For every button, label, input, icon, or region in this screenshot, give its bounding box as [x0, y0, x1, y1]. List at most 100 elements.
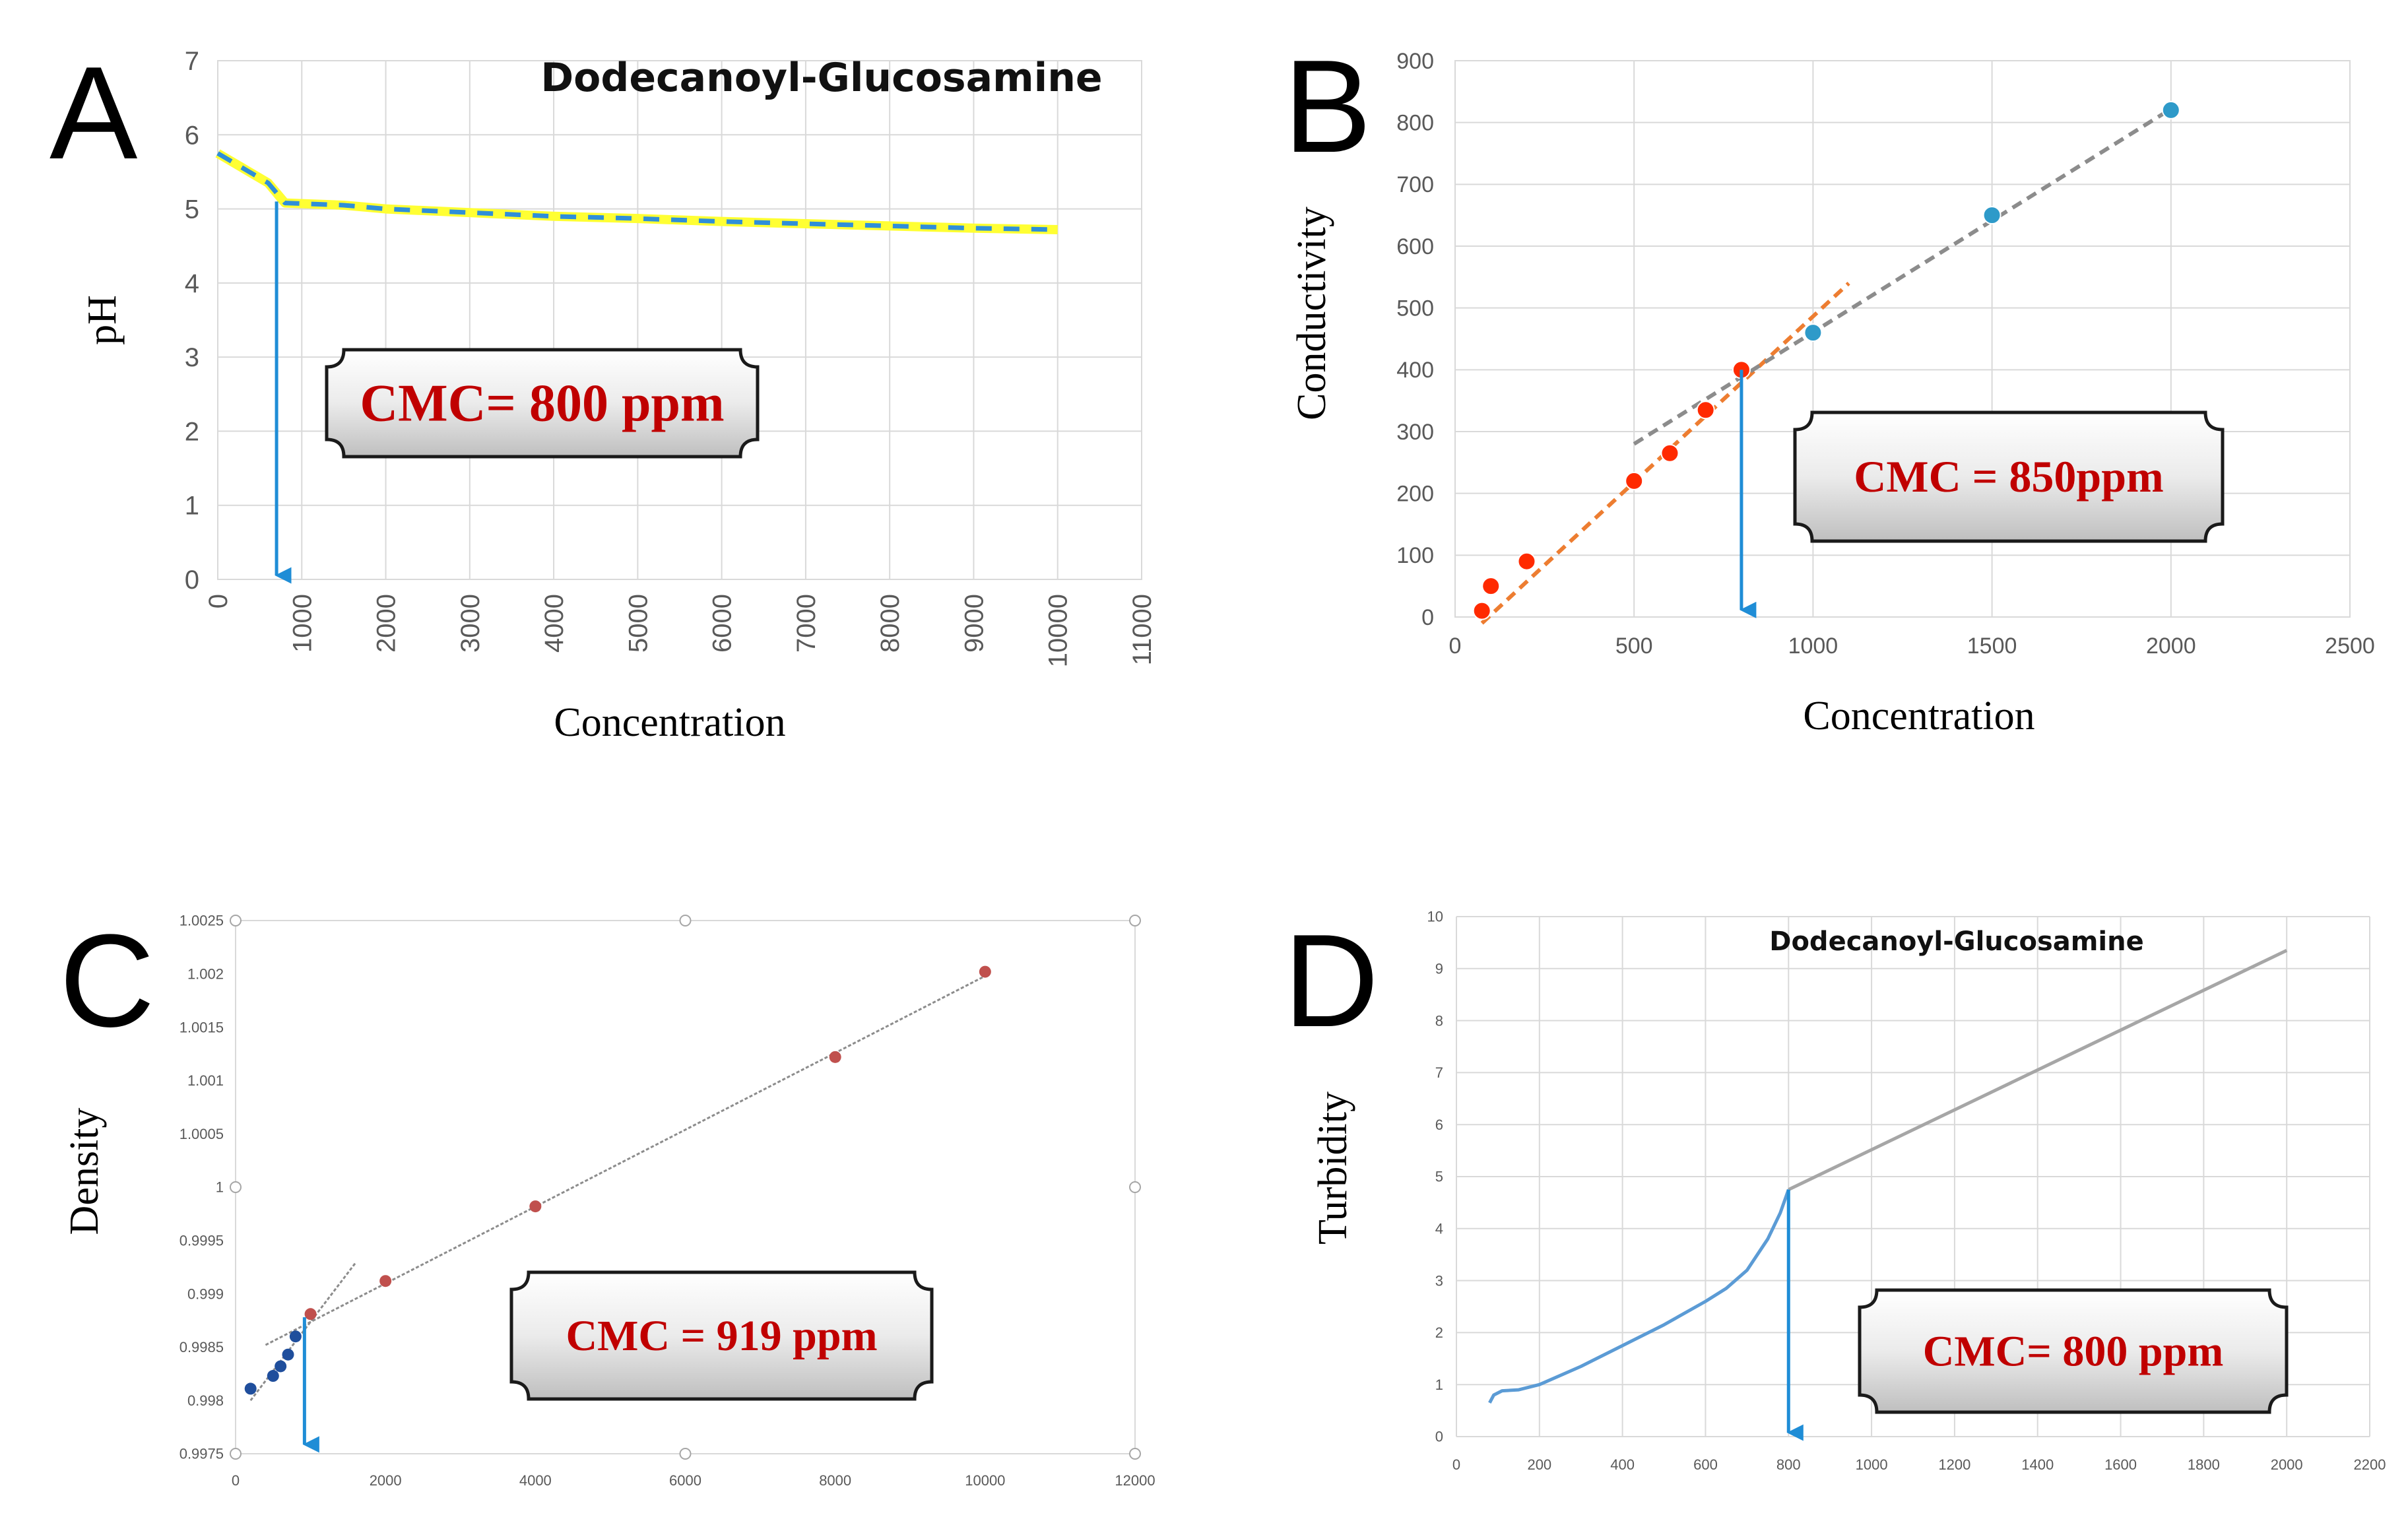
y-tick-label-c-2: 0.9985 — [179, 1339, 224, 1355]
y-tick-label-d-5: 5 — [1435, 1169, 1443, 1185]
panel-letter-B: B — [1284, 33, 1371, 180]
x-tick-label-d-4: 800 — [1776, 1456, 1801, 1473]
cmc-label-b: CMC = 850ppm — [1854, 451, 2163, 502]
x-tick-label-d-2: 400 — [1610, 1456, 1635, 1473]
y-tick-label-a-4: 4 — [185, 269, 199, 298]
x-tick-label-c-3: 6000 — [669, 1472, 701, 1489]
x-tick-label-a-0: 0 — [204, 594, 233, 608]
chart-title-a: Dodecanoyl-Glucosamine — [540, 55, 1102, 101]
x-tick-label-a-4: 4000 — [540, 594, 569, 653]
x-axis-title-a: Concentration — [554, 700, 785, 745]
cmc-label-box-d — [1858, 1288, 2289, 1414]
cmc-label-c: CMC = 919 ppm — [566, 1312, 877, 1360]
x-tick-label-a-2: 2000 — [372, 594, 401, 653]
y-tick-label-c-5: 1 — [216, 1179, 224, 1196]
y-tick-label-d-9: 9 — [1435, 961, 1443, 977]
data-point-b-1-0 — [1804, 323, 1823, 342]
x-tick-label-b-0: 0 — [1449, 634, 1462, 659]
y-tick-label-c-9: 1.002 — [187, 966, 224, 983]
y-tick-label-c-6: 1.0005 — [179, 1126, 224, 1142]
x-tick-label-d-1: 200 — [1527, 1456, 1551, 1473]
frame-handle-c-1 — [679, 915, 692, 926]
data-point-c-1-2 — [529, 1200, 542, 1213]
x-tick-label-b-2: 1000 — [1788, 634, 1839, 659]
fit-line-b-1 — [1633, 107, 2172, 446]
x-tick-label-b-4: 2000 — [2146, 634, 2196, 659]
y-tick-label-b-3: 300 — [1396, 420, 1434, 445]
y-axis-title-a: pH — [80, 295, 125, 345]
frame-handle-c-7 — [1129, 1448, 1141, 1460]
y-tick-label-c-1: 0.998 — [187, 1392, 224, 1409]
y-tick-label-a-7: 7 — [185, 47, 199, 76]
series-line-dash-a-0 — [216, 151, 1058, 232]
data-point-c-0-1 — [267, 1370, 279, 1382]
y-tick-label-c-3: 0.999 — [187, 1285, 224, 1302]
data-point-c-0-0 — [244, 1382, 257, 1395]
y-tick-label-a-5: 5 — [185, 195, 199, 224]
x-tick-label-a-9: 9000 — [960, 594, 989, 653]
y-tick-label-a-1: 1 — [185, 492, 199, 521]
x-tick-label-c-1: 2000 — [370, 1472, 402, 1489]
x-tick-label-c-4: 8000 — [819, 1472, 851, 1489]
y-tick-label-a-2: 2 — [185, 417, 199, 446]
data-point-c-0-4 — [289, 1330, 302, 1343]
chart-panel-a: 0 1 2 3 4 5 6 7 0 1000 2000 3000 4000 5000 6000 7000 800… — [80, 47, 1157, 745]
x-tick-label-a-7: 7000 — [792, 594, 821, 653]
chart-panel-c: 0.9975 0.998 0.9985 0.999 0.9995 1 1.0005 1.001… — [62, 913, 1155, 1489]
y-tick-label-d-7: 7 — [1435, 1064, 1443, 1081]
y-tick-label-a-3: 3 — [185, 343, 199, 372]
x-tick-label-d-11: 2200 — [2354, 1456, 2386, 1473]
y-tick-label-b-1: 100 — [1396, 543, 1434, 568]
cmc-label-a: CMC= 800 ppm — [360, 374, 724, 432]
y-tick-label-b-8: 800 — [1396, 111, 1434, 136]
y-tick-label-d-6: 6 — [1435, 1117, 1443, 1133]
chart-panel-b: 0 100 200 300 400 500 600 700 800 900 0 500 1000 1500… — [1289, 49, 2375, 738]
frame-handle-c-5 — [230, 1448, 242, 1460]
y-tick-label-d-10: 10 — [1427, 909, 1443, 925]
x-tick-label-d-6: 1200 — [1938, 1456, 1970, 1473]
data-point-b-1-1 — [1982, 206, 2001, 225]
y-tick-label-b-5: 500 — [1396, 296, 1434, 321]
y-tick-label-a-6: 6 — [185, 121, 199, 150]
data-point-b-0-1 — [1481, 577, 1501, 596]
y-tick-label-c-8: 1.0015 — [179, 1019, 224, 1035]
cmc-label-box-b — [1793, 410, 2225, 543]
x-tick-label-c-2: 4000 — [519, 1472, 552, 1489]
y-tick-label-b-4: 400 — [1396, 358, 1434, 383]
y-axis-title-d: Turbidity — [1311, 1091, 1355, 1245]
y-tick-label-d-2: 2 — [1435, 1324, 1443, 1341]
y-tick-label-d-1: 1 — [1435, 1377, 1443, 1393]
panel-letter-C: C — [59, 907, 154, 1055]
frame-handle-c-2 — [1129, 915, 1141, 926]
frame-handle-c-0 — [230, 915, 242, 926]
x-tick-label-a-5: 5000 — [624, 594, 653, 653]
series-line-d-0 — [1488, 1188, 1790, 1404]
x-tick-label-a-6: 6000 — [708, 594, 737, 653]
frame-handle-c-3 — [230, 1181, 242, 1193]
chart-panel-d: 0 1 2 3 4 5 6 7 8 9 10 0 200 400 600 800 1000 1200 1400 160… — [1311, 909, 2386, 1473]
y-tick-label-d-8: 8 — [1435, 1012, 1443, 1029]
x-tick-label-d-9: 1800 — [2188, 1456, 2220, 1473]
y-tick-label-c-10: 1.0025 — [179, 913, 224, 929]
x-tick-label-c-0: 0 — [232, 1472, 240, 1489]
y-tick-label-c-4: 0.9995 — [179, 1233, 224, 1249]
x-tick-label-b-5: 2500 — [2325, 634, 2375, 659]
data-point-b-0-0 — [1472, 601, 1491, 620]
x-tick-label-b-3: 1500 — [1967, 634, 2017, 659]
y-tick-label-c-0: 0.9975 — [179, 1446, 224, 1462]
y-tick-label-b-6: 600 — [1396, 234, 1434, 259]
y-tick-label-b-0: 0 — [1421, 605, 1434, 630]
data-point-b-0-3 — [1625, 471, 1644, 490]
data-point-c-1-3 — [829, 1051, 841, 1063]
x-tick-label-d-10: 2000 — [2271, 1456, 2303, 1473]
x-tick-label-a-1: 1000 — [288, 594, 317, 653]
y-tick-label-d-4: 4 — [1435, 1221, 1443, 1237]
cmc-label-d: CMC= 800 ppm — [1923, 1327, 2224, 1375]
y-axis-title-c: Density — [62, 1108, 107, 1235]
series-line-d-1 — [1788, 948, 2288, 1191]
panel-letter-D: D — [1284, 907, 1379, 1055]
x-tick-label-c-6: 12000 — [1115, 1472, 1155, 1489]
data-point-b-1-2 — [2161, 100, 2180, 119]
y-tick-label-d-3: 3 — [1435, 1272, 1443, 1289]
y-tick-label-a-0: 0 — [185, 566, 199, 595]
